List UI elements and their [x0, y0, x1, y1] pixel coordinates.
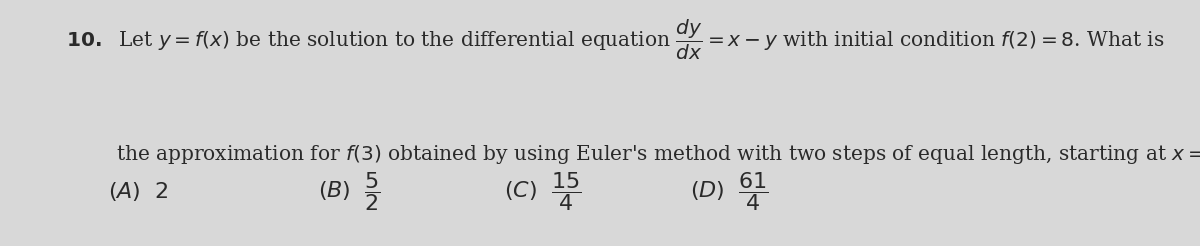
Text: $(C)$  $\dfrac{15}{4}$: $(C)$ $\dfrac{15}{4}$ — [504, 170, 581, 213]
Text: the approximation for $f(3)$ obtained by using Euler's method with two steps of : the approximation for $f(3)$ obtained by… — [116, 143, 1200, 166]
Text: $(A)$  $2$: $(A)$ $2$ — [108, 180, 169, 203]
Text: $(D)$  $\dfrac{61}{4}$: $(D)$ $\dfrac{61}{4}$ — [690, 170, 769, 213]
Text: $\mathbf{10.}$  Let $y = f(x)$ be the solution to the differential equation $\df: $\mathbf{10.}$ Let $y = f(x)$ be the sol… — [66, 17, 1164, 62]
Text: $(B)$  $\dfrac{5}{2}$: $(B)$ $\dfrac{5}{2}$ — [318, 170, 380, 213]
